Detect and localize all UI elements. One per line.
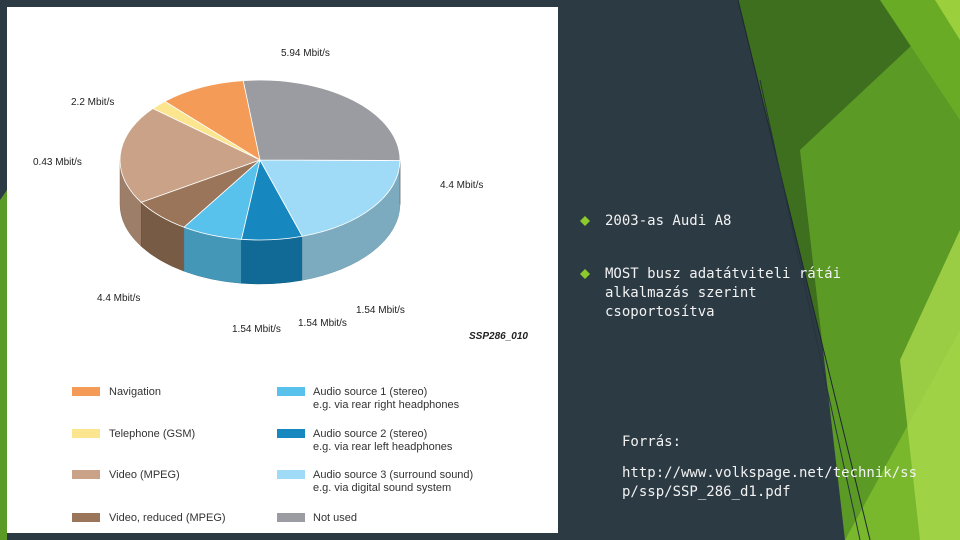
legend-item-audio-3: Audio source 3 (surround sound) e.g. via … — [313, 469, 473, 495]
legend-label: Not used — [313, 512, 358, 524]
slice-label-audio-1: 1.54 Mbit/s — [298, 318, 347, 329]
legend-label: Audio source 2 (stereo) — [313, 428, 428, 440]
image-code: SSP286_010 — [469, 331, 528, 342]
diamond-bullet-icon — [580, 216, 590, 226]
legend-item-audio-2: Audio source 2 (stereo) e.g. via rear lef… — [313, 428, 452, 454]
slice-label-audio-2: 1.54 Mbit/s — [356, 305, 405, 316]
legend-sublabel: e.g. via rear left headphones — [313, 441, 453, 453]
slice-label-video: 4.4 Mbit/s — [97, 293, 141, 304]
pie-slice-side-5 — [241, 235, 303, 285]
legend-swatch-video-reduced — [72, 513, 100, 522]
legend-label: Audio source 1 (stereo) — [313, 386, 428, 398]
legend-label: Navigation — [109, 386, 161, 398]
bullet-list: 2003-as Audi A8 MOST busz adatátviteli r… — [580, 212, 860, 356]
diamond-bullet-icon — [580, 269, 590, 279]
slice-label-not-used: 5.94 Mbit/s — [281, 48, 330, 59]
legend-swatch-audio-1 — [277, 387, 305, 396]
legend-item-telephone: Telephone (GSM) — [109, 428, 195, 441]
legend-label: Video (MPEG) — [109, 469, 180, 481]
legend-swatch-navigation — [72, 387, 100, 396]
slice-label-video-reduced: 1.54 Mbit/s — [232, 324, 281, 335]
legend-sublabel: e.g. via rear right headphones — [313, 399, 460, 411]
bullet-item: 2003-as Audi A8 — [580, 212, 860, 231]
legend-swatch-video — [72, 470, 100, 479]
legend-item-not-used: Not used — [313, 512, 357, 525]
pie-slice-video-mpeg — [119, 108, 262, 203]
legend-swatch-audio-2 — [277, 429, 305, 438]
chart-figure: 5.94 Mbit/s 2.2 Mbit/s 0.43 Mbit/s 4.4 M… — [7, 7, 558, 533]
source-block: Forrás: http://www.volkspage.net/technik… — [622, 433, 922, 502]
pie-chart — [119, 79, 401, 285]
source-label: Forrás: — [622, 434, 682, 450]
legend-item-video: Video (MPEG) — [109, 469, 180, 482]
pie-slice-audio-source-3-surround-sound — [259, 159, 401, 237]
legend-item-audio-1: Audio source 1 (stereo) e.g. via rear rig… — [313, 386, 459, 412]
slice-label-audio-3: 4.4 Mbit/s — [440, 180, 484, 191]
legend-item-navigation: Navigation — [109, 386, 161, 399]
bullet-text: MOST busz adatátviteli rátái alkalmazás … — [605, 266, 842, 320]
legend-label: Telephone (GSM) — [109, 428, 196, 440]
legend-swatch-audio-3 — [277, 470, 305, 479]
legend-label: Audio source 3 (surround sound) — [313, 469, 474, 481]
legend-label: Video, reduced (MPEG) — [109, 512, 226, 524]
legend-swatch-not-used — [277, 513, 305, 522]
legend-swatch-telephone — [72, 429, 100, 438]
legend-sublabel: e.g. via digital sound system — [313, 482, 452, 494]
bullet-text: 2003-as Audi A8 — [605, 213, 732, 229]
slice-label-navigation: 2.2 Mbit/s — [71, 97, 115, 108]
source-url-link[interactable]: http://www.volkspage.net/technik/ssp/ssp… — [622, 465, 918, 500]
pie-slice-navigation — [163, 80, 261, 161]
slice-label-telephone: 0.43 Mbit/s — [33, 157, 82, 168]
bullet-item: MOST busz adatátviteli rátái alkalmazás … — [580, 265, 860, 322]
pie-slice-not-used — [242, 79, 401, 161]
legend-item-video-reduced: Video, reduced (MPEG) — [109, 512, 226, 525]
